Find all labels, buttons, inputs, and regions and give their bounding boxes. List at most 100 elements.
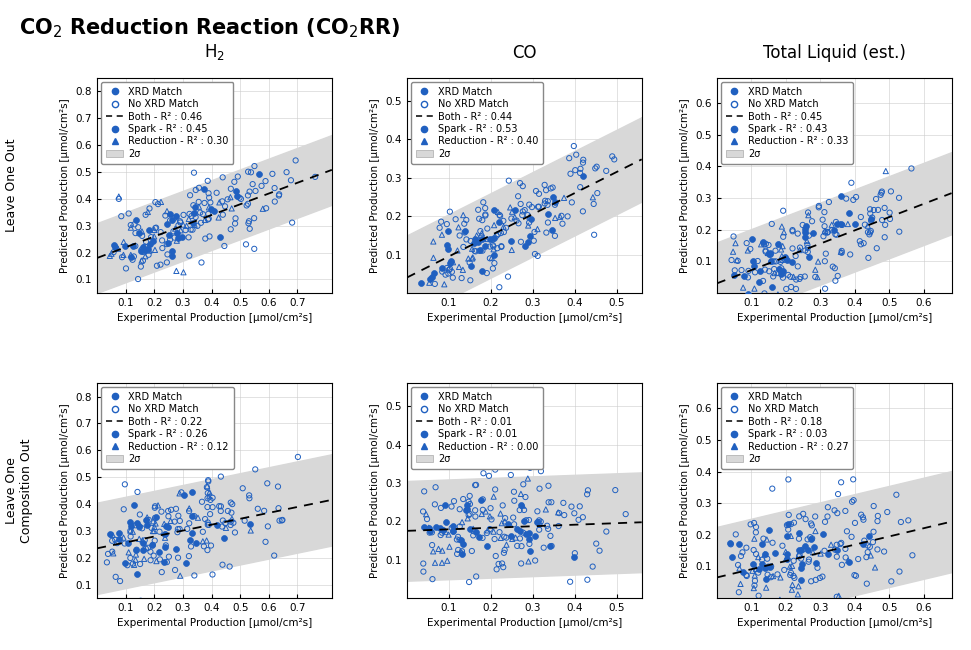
Point (774, 255, 789, 265)
Point (493, 533, 509, 543)
Point (168, 543, 184, 554)
Point (460, 254, 476, 264)
Point (739, 571, 754, 581)
Point (241, 166, 256, 177)
Point (161, 230, 177, 240)
Point (128, 214, 144, 225)
Point (779, 530, 794, 541)
Point (818, 283, 833, 294)
X-axis label: Experimental Production [μmol/cm²s]: Experimental Production [μmol/cm²s] (737, 313, 932, 323)
Point (442, 541, 457, 552)
Point (815, 529, 830, 539)
Point (757, 265, 773, 275)
Point (159, 249, 175, 259)
Point (764, 282, 780, 293)
Point (748, 630, 763, 640)
Point (506, 512, 521, 523)
Point (829, 592, 845, 602)
Point (731, 587, 747, 597)
Point (725, 246, 741, 257)
Point (487, 464, 503, 474)
Point (498, 532, 514, 543)
Point (468, 480, 484, 490)
Point (116, 250, 131, 260)
Point (271, 190, 286, 201)
Point (428, 482, 444, 493)
Point (905, 550, 921, 560)
Point (755, 534, 771, 544)
Point (573, 164, 588, 174)
Point (746, 261, 761, 271)
Point (120, 538, 136, 548)
Point (554, 218, 570, 229)
Point (170, 527, 185, 538)
Point (768, 246, 784, 256)
Point (462, 499, 478, 509)
Point (824, 225, 840, 235)
Point (247, 244, 262, 254)
Point (184, 541, 199, 552)
Point (562, 577, 578, 587)
Point (177, 489, 192, 500)
Point (275, 515, 290, 525)
Point (147, 536, 162, 546)
Point (464, 546, 480, 556)
Point (727, 265, 743, 276)
Point (201, 519, 217, 530)
X-axis label: Experimental Production [μmol/cm²s]: Experimental Production [μmol/cm²s] (426, 313, 622, 323)
Point (200, 488, 216, 499)
Point (486, 233, 502, 243)
Point (723, 255, 739, 265)
Point (489, 243, 505, 254)
Point (526, 235, 542, 246)
Point (815, 214, 830, 225)
Point (486, 244, 501, 255)
Point (135, 246, 151, 257)
Point (186, 220, 202, 230)
Point (500, 519, 516, 529)
Point (459, 500, 475, 511)
Point (785, 561, 800, 571)
Point (125, 526, 141, 537)
Point (846, 495, 861, 506)
Point (774, 222, 789, 232)
Point (504, 207, 519, 217)
Point (776, 231, 791, 242)
Point (287, 155, 303, 166)
Point (888, 489, 904, 500)
Point (786, 610, 801, 620)
Point (162, 215, 178, 226)
Point (183, 190, 198, 200)
Point (486, 205, 501, 215)
Point (770, 239, 786, 249)
Point (770, 569, 786, 580)
Point (783, 272, 798, 282)
Point (808, 526, 823, 536)
Point (129, 545, 145, 555)
Point (472, 246, 487, 256)
Point (112, 534, 127, 545)
Point (478, 211, 493, 221)
Point (138, 244, 153, 255)
Point (530, 251, 546, 261)
Point (427, 558, 443, 568)
Point (747, 518, 762, 528)
Point (428, 522, 444, 532)
Point (515, 210, 530, 220)
Point (490, 559, 506, 569)
Point (117, 479, 133, 489)
Point (478, 203, 493, 213)
Point (149, 556, 164, 566)
Point (116, 532, 131, 543)
Point (131, 534, 147, 544)
Point (453, 547, 469, 558)
Point (267, 196, 283, 207)
Point (444, 523, 459, 533)
Point (154, 243, 170, 254)
Point (475, 494, 490, 504)
Point (433, 216, 449, 227)
Point (109, 295, 124, 306)
Point (134, 231, 150, 241)
Point (849, 571, 864, 581)
Point (544, 541, 559, 551)
